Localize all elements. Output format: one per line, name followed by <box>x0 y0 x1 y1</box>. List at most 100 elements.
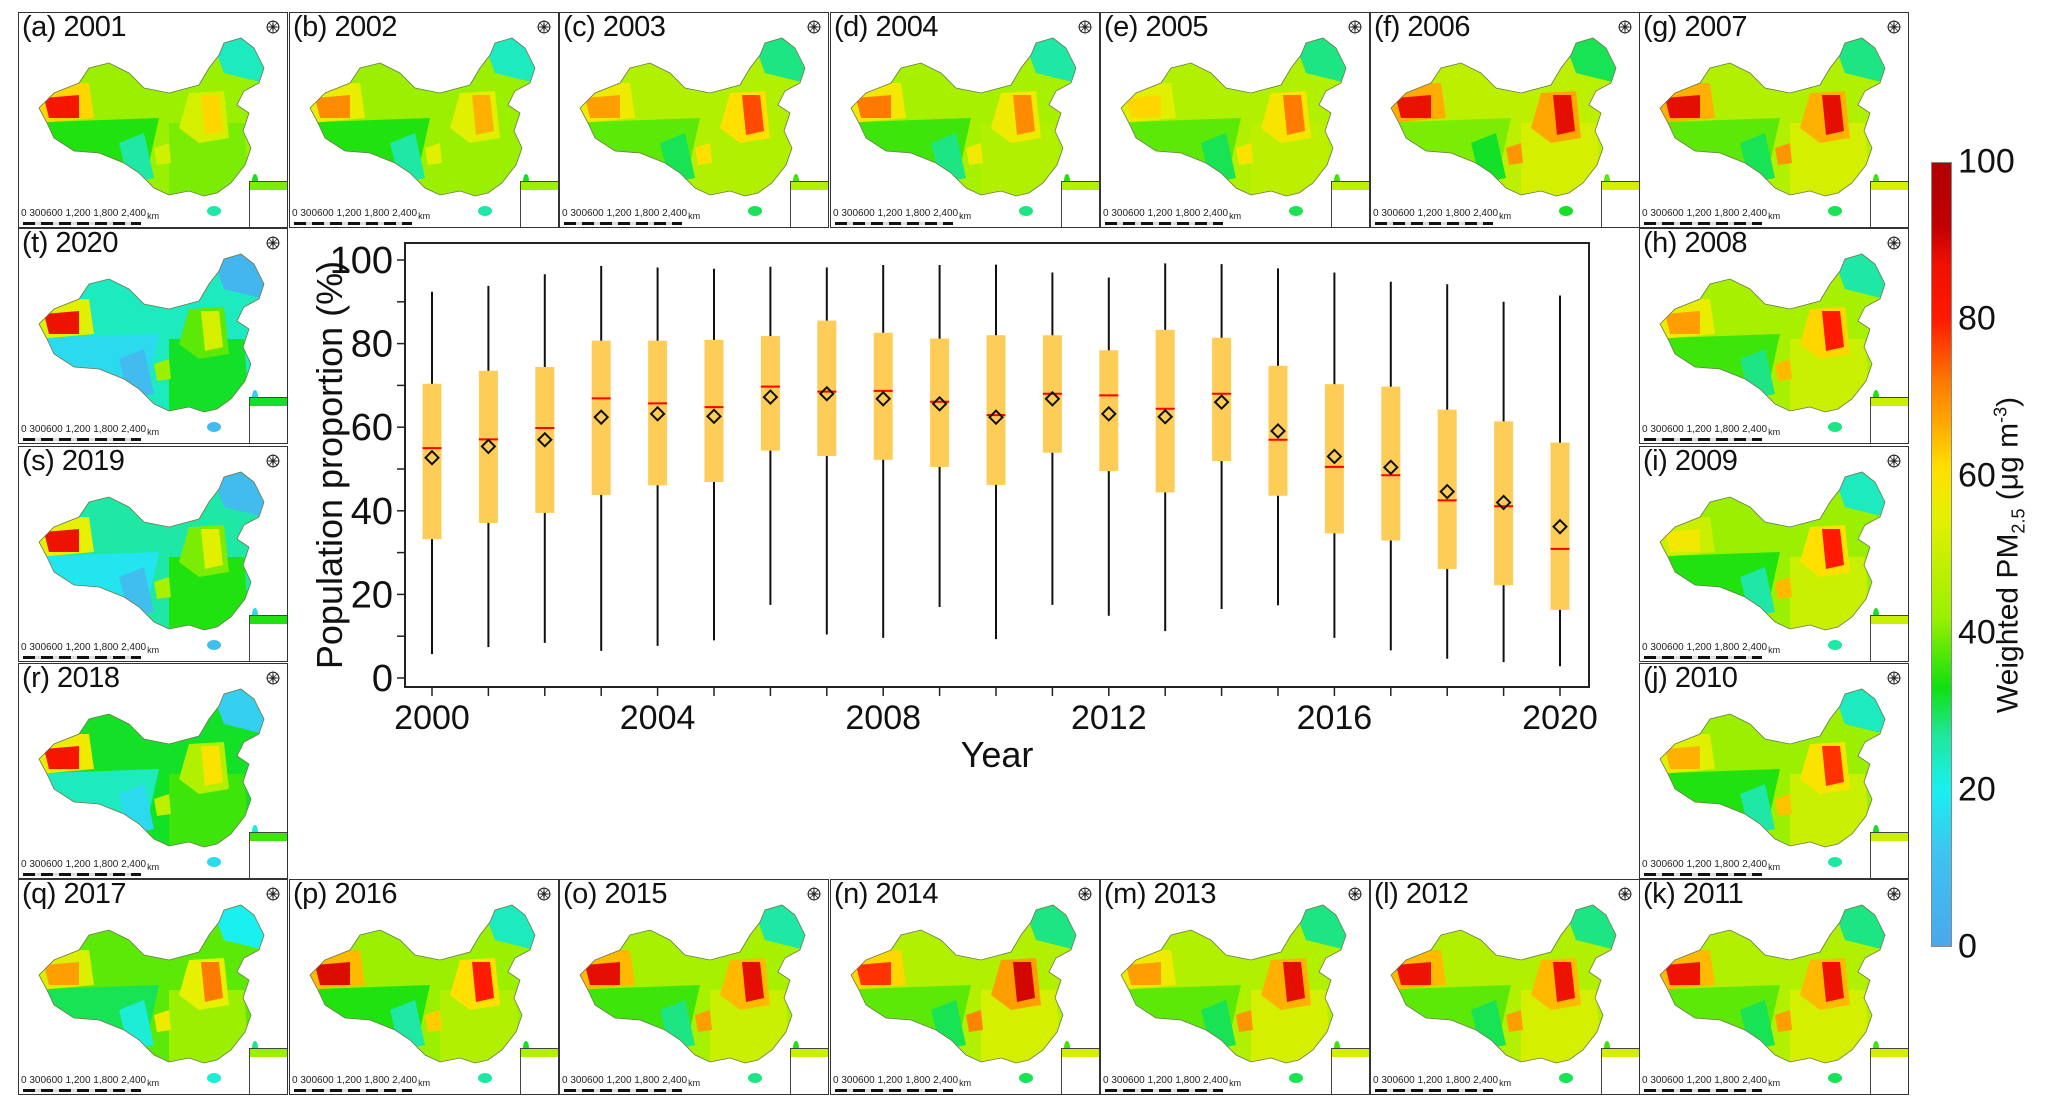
map-panel-2004: (d) 2004 0 300600 1,200 1,800 2,400km <box>830 12 1100 228</box>
panel-label: (e) 2005 <box>1104 12 1209 43</box>
hainan-island <box>207 640 221 650</box>
panel-label: (b) 2002 <box>293 12 398 43</box>
china-map <box>38 37 265 216</box>
colorbar-title-main: Weighted PM <box>1991 533 2025 714</box>
scale-bar <box>564 222 682 225</box>
inset-land <box>1332 182 1369 190</box>
china-map <box>579 904 806 1083</box>
region-north-hotspot <box>1822 529 1844 569</box>
map-outline <box>1659 904 1886 1064</box>
scale-unit: km <box>959 1078 972 1088</box>
scale-unit: km <box>1229 1078 1242 1088</box>
region-sichuan <box>154 794 171 816</box>
scale-bar-label: 0 300600 1,200 1,800 2,400km <box>1642 859 1780 872</box>
panel-label: (d) 2004 <box>834 12 939 43</box>
mean-marker-2016 <box>1326 448 1343 465</box>
x-axis-label: Year <box>961 734 1034 775</box>
y-tick-label: 80 <box>351 324 393 366</box>
box-2000 <box>422 383 442 540</box>
x-tick-label: 2020 <box>1522 699 1598 737</box>
scale-bar <box>564 1089 682 1092</box>
south-china-sea-inset <box>249 181 287 227</box>
scale-unit: km <box>1768 645 1781 655</box>
compass-rose-icon <box>264 18 282 36</box>
scale-bar <box>835 222 953 225</box>
compass-rose-icon <box>264 669 282 687</box>
region-sichuan <box>695 143 712 165</box>
scale-unit: km <box>418 1078 431 1088</box>
panel-label: (a) 2001 <box>22 12 127 43</box>
hainan-island <box>1828 206 1842 216</box>
region-west-hotspot <box>1126 95 1161 118</box>
scale-unit: km <box>147 1078 160 1088</box>
compass-rose-icon <box>1076 18 1094 36</box>
map-panel-2001: (a) 2001 0 300600 1,200 1,800 2,400km <box>18 12 288 228</box>
map-panel-2017: (q) 2017 0 300600 1,200 1,800 2,400km <box>18 879 288 1095</box>
scale-bar <box>1644 438 1762 441</box>
map-outline <box>1390 37 1617 197</box>
inset-land <box>1062 1049 1099 1057</box>
panel-label: (o) 2015 <box>563 879 668 910</box>
scale-bar-label: 0 300600 1,200 1,800 2,400km <box>1642 424 1780 437</box>
china-map <box>1390 904 1617 1083</box>
map-outline <box>579 37 806 197</box>
panel-label: (j) 2010 <box>1643 663 1738 694</box>
region-west-hotspot <box>1665 529 1700 552</box>
inset-land <box>791 1049 828 1057</box>
region-sichuan <box>425 1010 442 1032</box>
map-outline <box>850 904 1077 1064</box>
panel-label: (r) 2018 <box>22 663 120 694</box>
box-2016 <box>1324 384 1344 534</box>
scale-bar-label: 0 300600 1,200 1,800 2,400km <box>1373 1075 1511 1088</box>
south-china-sea-inset <box>790 1048 828 1094</box>
scale-ticks: 0 300600 1,200 1,800 2,400 <box>1642 859 1768 870</box>
inset-land <box>1871 1049 1908 1057</box>
mean-marker-2017 <box>1382 459 1399 476</box>
map-panel-2008: (h) 2008 0 300600 1,200 1,800 2,400km <box>1639 228 1909 444</box>
mean-marker-2008 <box>875 390 892 407</box>
compass-rose-icon <box>1616 885 1634 903</box>
panel-label: (f) 2006 <box>1374 12 1470 43</box>
scale-bar <box>1644 656 1762 659</box>
region-sichuan <box>425 143 442 165</box>
region-south <box>440 990 520 1063</box>
scale-bar <box>23 438 141 441</box>
scale-bar-label: 0 300600 1,200 1,800 2,400km <box>1373 208 1511 221</box>
box-2012 <box>1099 350 1119 472</box>
map-outline <box>850 37 1077 197</box>
map-outline <box>309 37 536 197</box>
region-west-hotspot <box>1665 746 1700 769</box>
region-west-hotspot <box>1665 95 1700 118</box>
panel-label: (g) 2007 <box>1643 12 1748 43</box>
inset-land <box>1871 833 1908 841</box>
region-sichuan <box>966 1010 983 1032</box>
south-china-sea-inset <box>249 397 287 443</box>
panel-label: (i) 2009 <box>1643 446 1738 477</box>
mean-marker-2005 <box>706 408 722 425</box>
region-north-hotspot <box>201 311 223 351</box>
map-panel-2012: (l) 2012 0 300600 1,200 1,800 2,400km <box>1370 879 1640 1095</box>
compass-rose-icon <box>1346 18 1364 36</box>
region-north-hotspot <box>1822 95 1844 135</box>
inset-land <box>791 182 828 190</box>
region-sichuan <box>695 1010 712 1032</box>
scale-ticks: 0 300600 1,200 1,800 2,400 <box>833 1075 959 1086</box>
region-south <box>169 557 249 630</box>
scale-bar-label: 0 300600 1,200 1,800 2,400km <box>21 1075 159 1088</box>
y-tick-label: 20 <box>351 574 393 616</box>
inset-land <box>250 833 287 841</box>
region-north-hotspot <box>201 529 223 569</box>
region-south <box>1251 990 1331 1063</box>
south-china-sea-inset <box>1331 181 1369 227</box>
hainan-island <box>207 422 221 432</box>
inset-land <box>1871 616 1908 624</box>
compass-rose-icon <box>1885 234 1903 252</box>
scale-unit: km <box>147 211 160 221</box>
china-map <box>1120 904 1347 1083</box>
compass-rose-icon <box>1885 18 1903 36</box>
hainan-island <box>1828 1073 1842 1083</box>
map-outline <box>38 471 265 631</box>
box-2015 <box>1268 365 1288 496</box>
scale-bar <box>1375 222 1493 225</box>
